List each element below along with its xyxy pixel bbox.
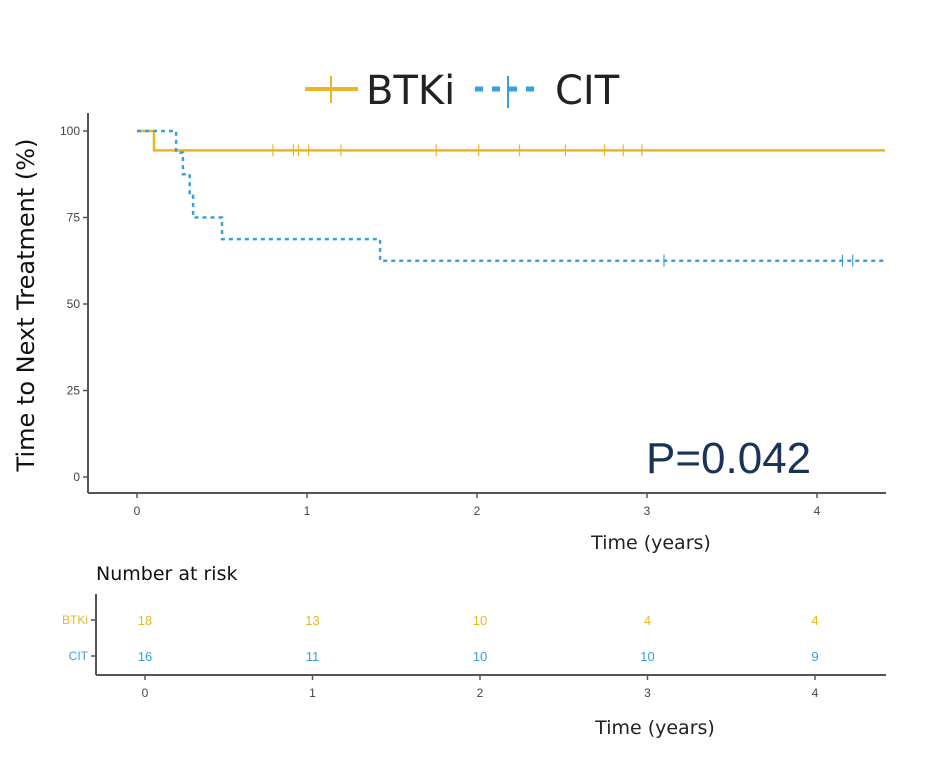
- risk-table-title: Number at risk: [96, 563, 238, 585]
- risk-x-tick-label: 2: [477, 686, 484, 700]
- y-tick-label: 25: [67, 384, 81, 398]
- x-tick-label: 2: [474, 504, 481, 518]
- y-tick-label: 100: [60, 124, 80, 138]
- risk-count-cit: 16: [138, 649, 152, 664]
- risk-count-btki: 13: [305, 613, 319, 628]
- risk-x-tick-label: 1: [309, 686, 316, 700]
- risk-group-label-btki: BTKi: [62, 613, 88, 627]
- survival-curves: [137, 129, 885, 267]
- legend-label-cit: CIT: [555, 68, 620, 114]
- x-axis-label: Time (years): [590, 532, 711, 554]
- risk-count-cit: 11: [306, 649, 320, 664]
- risk-count-btki: 4: [811, 613, 818, 628]
- risk-x-tick-label: 3: [644, 686, 651, 700]
- x-tick-label: 3: [644, 504, 651, 518]
- y-axis-label: Time to Next Treatment (%): [12, 139, 40, 473]
- legend-item-btki: BTKi: [305, 68, 455, 114]
- x-tick-label: 0: [134, 504, 141, 518]
- risk-count-btki: 10: [473, 613, 487, 628]
- legend-label-btki: BTKi: [366, 68, 455, 114]
- y-tick-label: 75: [67, 211, 81, 225]
- risk-table-x-label: Time (years): [594, 717, 715, 739]
- risk-x-tick-label: 4: [812, 686, 819, 700]
- curve-btki: [137, 129, 885, 152]
- x-ticks: 0 1 2 3 4: [134, 493, 821, 518]
- risk-count-cit: 9: [811, 649, 818, 664]
- risk-count-cit: 10: [473, 649, 487, 664]
- y-tick-label: 0: [73, 470, 80, 484]
- x-tick-label: 1: [304, 504, 311, 518]
- risk-count-btki: 4: [644, 613, 651, 628]
- y-tick-label: 50: [67, 297, 81, 311]
- legend: BTKi CIT: [305, 68, 620, 114]
- risk-table-rows: BTKi 18 13 10 4 4 CIT 16 11 10 10 9: [62, 613, 819, 664]
- risk-group-label-cit: CIT: [69, 649, 89, 663]
- legend-item-cit: CIT: [475, 68, 620, 114]
- risk-table-x-ticks: 0 1 2 3 4: [142, 675, 819, 700]
- y-ticks: 0 25 50 75 100: [60, 124, 88, 484]
- risk-x-tick-label: 0: [142, 686, 149, 700]
- risk-count-btki: 18: [138, 613, 152, 628]
- x-tick-label: 4: [814, 504, 821, 518]
- risk-count-cit: 10: [640, 649, 654, 664]
- p-value-annotation: P=0.042: [646, 434, 811, 483]
